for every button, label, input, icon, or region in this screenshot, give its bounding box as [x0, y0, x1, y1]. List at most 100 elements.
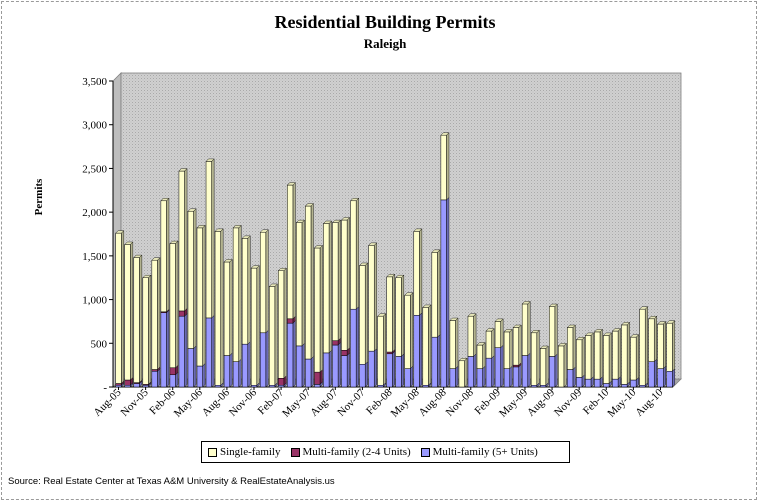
bar-top-face — [404, 292, 414, 296]
chart-title: Residential Building Permits — [274, 12, 496, 32]
y-tick-label: 1,000 — [82, 295, 107, 307]
bar-segment — [521, 303, 529, 356]
bar-segment — [530, 332, 538, 386]
bar-top-face — [277, 268, 287, 271]
bar-segment — [603, 383, 610, 388]
bar-segment — [151, 371, 158, 388]
bar-side-segment — [572, 366, 576, 388]
bar-side-segment — [401, 274, 405, 357]
bar-side-segment — [139, 254, 143, 384]
bar-top-face — [295, 219, 305, 223]
bar-side-segment — [374, 242, 377, 352]
bar-segment — [648, 361, 655, 388]
x-tick-label: Aug-10 — [633, 386, 666, 419]
bar-top-face — [377, 313, 387, 317]
bar-segment — [567, 369, 574, 388]
y-tick-label: 3,500 — [82, 76, 107, 88]
bar-side-segment — [428, 304, 432, 386]
bar-segment — [178, 310, 185, 317]
bar-segment — [160, 200, 167, 313]
bar-side-segment — [383, 313, 386, 386]
bar-side-segment — [482, 342, 486, 370]
bar-top-face — [286, 182, 296, 186]
bar-segment — [142, 385, 149, 388]
legend-item-multi-family-5plus: Multi-family (5+ Units) — [420, 446, 538, 458]
bar-segment — [431, 252, 438, 338]
bar-side-segment — [337, 219, 341, 342]
bar-segment — [278, 270, 285, 379]
bar-side-segment — [229, 258, 233, 357]
bar-segment — [287, 184, 294, 320]
bar-side-segment — [148, 274, 152, 385]
bar-side-segment — [247, 235, 251, 345]
bar-segment — [503, 331, 510, 369]
bar-side-segment — [419, 312, 423, 388]
bar-top-face — [657, 321, 667, 325]
bar-segment — [603, 335, 610, 384]
bar-segment — [612, 330, 619, 380]
bar-side-segment — [337, 342, 341, 388]
bar-segment — [666, 371, 673, 388]
bar-segment — [124, 379, 131, 386]
bar-segment — [549, 306, 556, 357]
bar-top-face — [341, 217, 351, 221]
bar-side-segment — [193, 345, 197, 388]
bar-top-face — [368, 242, 378, 246]
bar-top-face — [169, 240, 179, 244]
bar-side-segment — [247, 341, 251, 388]
bar-segment — [648, 318, 655, 362]
bar-top-face — [467, 313, 477, 317]
bar-side-segment — [283, 267, 287, 379]
bar-side-segment — [654, 315, 657, 363]
bar-segment — [232, 227, 239, 362]
x-tick-label: Nov-05 — [118, 386, 151, 419]
bar-segment — [621, 384, 628, 388]
x-tick-label: Nov-08 — [444, 386, 477, 419]
bar-top-face — [214, 228, 224, 232]
bar-segment — [377, 385, 384, 388]
bar-top-face — [431, 249, 441, 253]
bar-segment — [422, 307, 429, 386]
bar-segment — [151, 259, 158, 370]
bar-segment — [314, 247, 321, 373]
bar-segment — [278, 385, 285, 388]
bar-segment — [160, 312, 167, 388]
bar-segment — [223, 261, 230, 356]
bar-segment — [241, 238, 249, 345]
bar-segment — [539, 348, 547, 386]
bar-segment — [205, 317, 212, 388]
bar-top-face — [178, 168, 188, 172]
bar-side-segment — [563, 342, 567, 388]
bar-side-segment — [328, 349, 332, 388]
bar-side-segment — [473, 353, 477, 388]
bar-side-segment — [482, 365, 486, 388]
x-tick-label: Nov-09 — [552, 386, 585, 419]
bar-side-segment — [301, 219, 305, 347]
bar-side-segment — [590, 332, 594, 380]
bar-side-segment — [211, 158, 215, 319]
bar-top-face — [440, 132, 450, 136]
bar-top-face — [503, 329, 513, 333]
bar-top-face — [575, 337, 585, 340]
bar-top-face — [350, 198, 360, 201]
legend-swatch-single-family — [208, 447, 217, 457]
bar-side-segment — [527, 352, 531, 388]
bar-side-segment — [509, 328, 513, 370]
bar-segment — [530, 385, 538, 388]
legend-swatch-multi-family-5plus — [420, 447, 430, 457]
bar-segment — [422, 385, 429, 388]
bar-side-segment — [374, 348, 377, 388]
bar-top-face — [359, 262, 369, 266]
bar-top-face — [386, 274, 396, 278]
bar-side-segment — [265, 329, 269, 388]
bar-top-face — [557, 343, 567, 347]
bar-segment — [350, 308, 357, 388]
bar-segment — [630, 336, 637, 381]
bar-side-segment — [617, 328, 621, 380]
bar-side-segment — [599, 328, 603, 380]
bar-top-face — [621, 322, 631, 326]
bar-side-segment — [346, 217, 350, 351]
bar-top-face — [648, 316, 658, 320]
bar-segment — [178, 315, 185, 388]
